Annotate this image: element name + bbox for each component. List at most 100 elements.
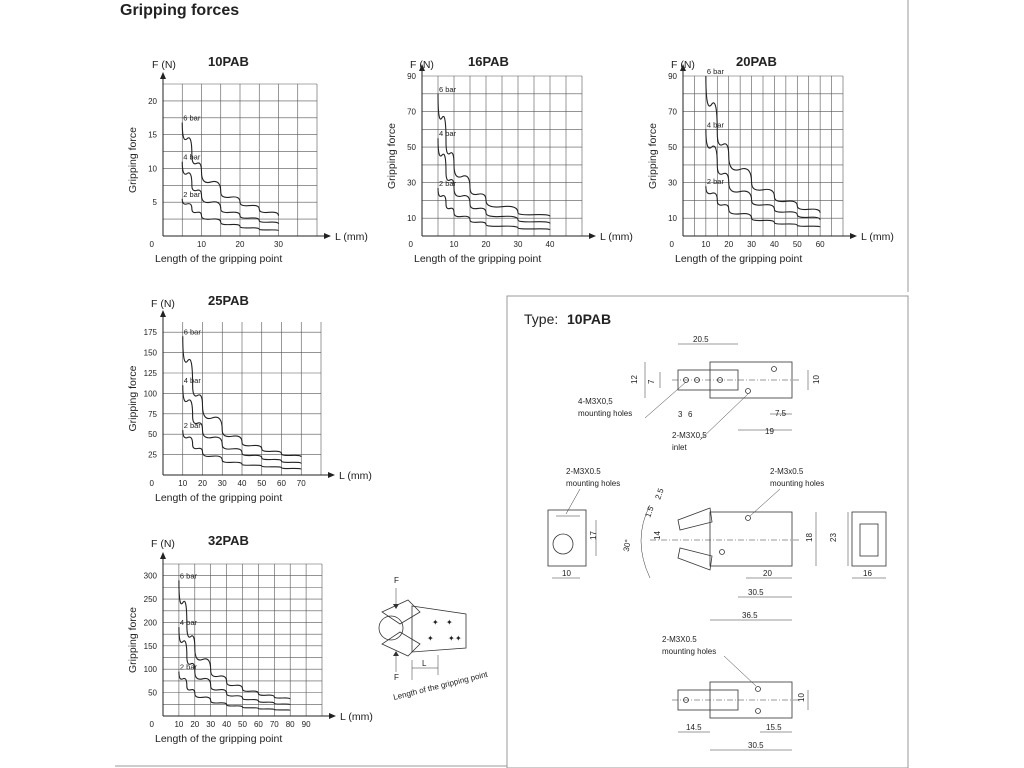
y-unit-label: F (N) bbox=[151, 538, 175, 550]
series-label-2-bar: 2 bar bbox=[707, 177, 725, 186]
y-tick-label: 175 bbox=[144, 328, 158, 337]
mount-hole bbox=[683, 377, 689, 383]
x-tick-label: 60 bbox=[277, 479, 286, 488]
series-label-6-bar: 6 bar bbox=[439, 85, 457, 94]
series-line-6-bar bbox=[178, 580, 291, 700]
y-tick-label: 10 bbox=[668, 214, 677, 223]
dim-7-5: 7.5 bbox=[775, 409, 787, 418]
chart-title: 32PAB bbox=[208, 533, 249, 548]
bore-circle bbox=[552, 533, 574, 555]
dim-6: 6 bbox=[688, 410, 693, 419]
l-dimension-label: L bbox=[422, 659, 427, 668]
x-tick-label: 30 bbox=[514, 240, 523, 249]
angle-arc bbox=[640, 504, 651, 579]
series-line-6-bar bbox=[437, 93, 551, 217]
dim-20-5: 20.5 bbox=[693, 335, 709, 344]
chart-title: 25PAB bbox=[208, 293, 249, 308]
y-tick-label: 250 bbox=[144, 595, 158, 604]
x-tick-label: 10 bbox=[174, 720, 183, 729]
dim-30-5: 30.5 bbox=[748, 588, 764, 597]
y-unit-label: F (N) bbox=[151, 298, 175, 310]
label-left-holesb: mounting holes bbox=[566, 479, 620, 488]
x-tick-label: 30 bbox=[274, 240, 283, 249]
series-line-6-bar bbox=[182, 336, 302, 458]
y-axis-arrowhead bbox=[680, 64, 686, 71]
hole-mark: ✦ bbox=[427, 634, 434, 643]
series-line-2-bar bbox=[182, 430, 302, 470]
dim-1-5: 1.5 bbox=[643, 505, 655, 519]
type-drawing-panel bbox=[506, 295, 909, 768]
x-tick-label: 80 bbox=[286, 720, 295, 729]
series-line-6-bar bbox=[705, 75, 821, 213]
chart-32pab: 10 20 30 40 50 60 70 80 90 50 100 150 200 250 300 0 32PA… bbox=[127, 533, 373, 745]
label-mount4: 4-M3X0,5 bbox=[578, 397, 613, 406]
dim-18: 18 bbox=[805, 533, 814, 542]
series-line-6-bar bbox=[181, 122, 280, 216]
chart-title: 20PAB bbox=[736, 54, 777, 69]
series-label-4-bar: 4 bar bbox=[183, 153, 201, 162]
mount-hole bbox=[694, 377, 700, 383]
gripper-body bbox=[411, 605, 467, 653]
hole bbox=[755, 686, 761, 692]
x-tick-label: 70 bbox=[270, 720, 279, 729]
y-tick-label: 20 bbox=[148, 97, 157, 106]
series-line-4-bar bbox=[181, 161, 280, 224]
y-tick-label: 15 bbox=[148, 131, 157, 140]
y-tick-label: 70 bbox=[407, 108, 416, 117]
label-right-holesb: mounting holes bbox=[770, 479, 824, 488]
x-tick-label: 40 bbox=[238, 479, 247, 488]
chart-grid bbox=[163, 563, 323, 716]
mount-hole bbox=[719, 549, 725, 555]
label-inlet: 2-M3X0,5 bbox=[672, 431, 707, 440]
dim-12: 12 bbox=[630, 375, 639, 384]
series-label-6-bar: 6 bar bbox=[707, 67, 725, 76]
x-tick-label: 20 bbox=[190, 720, 199, 729]
label-bottom-holesb: mounting holes bbox=[662, 647, 716, 656]
label-left-holes: 2-M3X0.5 bbox=[566, 467, 601, 476]
x-tick-label: 50 bbox=[793, 240, 802, 249]
dim-30-5-bottom: 30.5 bbox=[748, 741, 764, 750]
y-tick-label: 50 bbox=[148, 689, 157, 698]
side-outline bbox=[851, 511, 887, 567]
series-line-4-bar bbox=[437, 138, 551, 224]
chart-20pab: 10 20 30 40 50 60 10 30 50 70 90 0 20PAB F (N) L (mm) L… bbox=[647, 54, 894, 265]
x-unit-label: L (mm) bbox=[339, 470, 372, 482]
x-tick-label: 50 bbox=[257, 479, 266, 488]
y-axis-label: Gripping force bbox=[386, 123, 398, 189]
gripping-point-diagram: F F ✦ ✦ ✦ ✦ ✦ L Length of the gripping p… bbox=[378, 576, 489, 702]
x-axis-arrowhead bbox=[329, 713, 336, 719]
x-unit-label: L (mm) bbox=[335, 231, 368, 243]
side-view-right: 23 16 bbox=[829, 511, 887, 579]
hole-mark: ✦ bbox=[448, 634, 455, 643]
dim-19: 19 bbox=[765, 427, 774, 436]
x-unit-label: L (mm) bbox=[340, 711, 373, 723]
series-line-2-bar bbox=[705, 186, 821, 228]
dim-30deg: 30° bbox=[622, 539, 633, 552]
y-tick-label: 10 bbox=[148, 164, 157, 173]
x-tick-label: 20 bbox=[724, 240, 733, 249]
y-tick-label: 150 bbox=[144, 349, 158, 358]
y-unit-label: F (N) bbox=[152, 59, 176, 71]
label-inletb: inlet bbox=[672, 443, 687, 452]
chart-16pab: 10 20 30 40 10 30 50 70 90 0 16PAB F (N) L (mm) Lengt… bbox=[386, 54, 633, 265]
x-unit-label: L (mm) bbox=[861, 231, 894, 243]
x-tick-label: 40 bbox=[770, 240, 779, 249]
x-tick-label: 60 bbox=[816, 240, 825, 249]
hole bbox=[683, 697, 689, 703]
y-tick-label: 50 bbox=[148, 430, 157, 439]
leader-line bbox=[723, 655, 757, 687]
y-tick-label: 100 bbox=[144, 389, 158, 398]
x-axis-arrowhead bbox=[324, 233, 331, 239]
y-tick-label: 30 bbox=[407, 179, 416, 188]
dim-3: 3 bbox=[678, 410, 683, 419]
dim-10: 10 bbox=[812, 375, 821, 384]
series-line-2-bar bbox=[181, 198, 280, 231]
y-tick-label: 25 bbox=[148, 451, 157, 460]
series-label-4-bar: 4 bar bbox=[184, 376, 202, 385]
side-outline bbox=[547, 509, 587, 567]
x-tick-label: 60 bbox=[254, 720, 263, 729]
bottom-view: 10 14.5 15.5 30.5 2-M3X0.5 mounting hole… bbox=[662, 635, 809, 751]
leader-line bbox=[749, 488, 781, 517]
chart-title: 16PAB bbox=[468, 54, 509, 69]
